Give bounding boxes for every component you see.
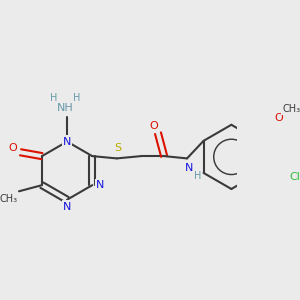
Text: CH₃: CH₃ [0,194,17,204]
Text: O: O [8,143,17,154]
Text: Cl: Cl [289,172,300,182]
Text: O: O [150,121,158,130]
Text: N: N [96,180,104,190]
Text: S: S [115,143,122,154]
Text: H: H [50,93,57,103]
Text: CH₃: CH₃ [282,104,300,115]
Text: H: H [194,171,201,181]
Text: N: N [184,163,193,172]
Text: NH: NH [56,103,73,113]
Text: N: N [63,136,71,147]
Text: O: O [274,113,283,123]
Text: H: H [73,93,80,103]
Text: N: N [63,202,71,212]
